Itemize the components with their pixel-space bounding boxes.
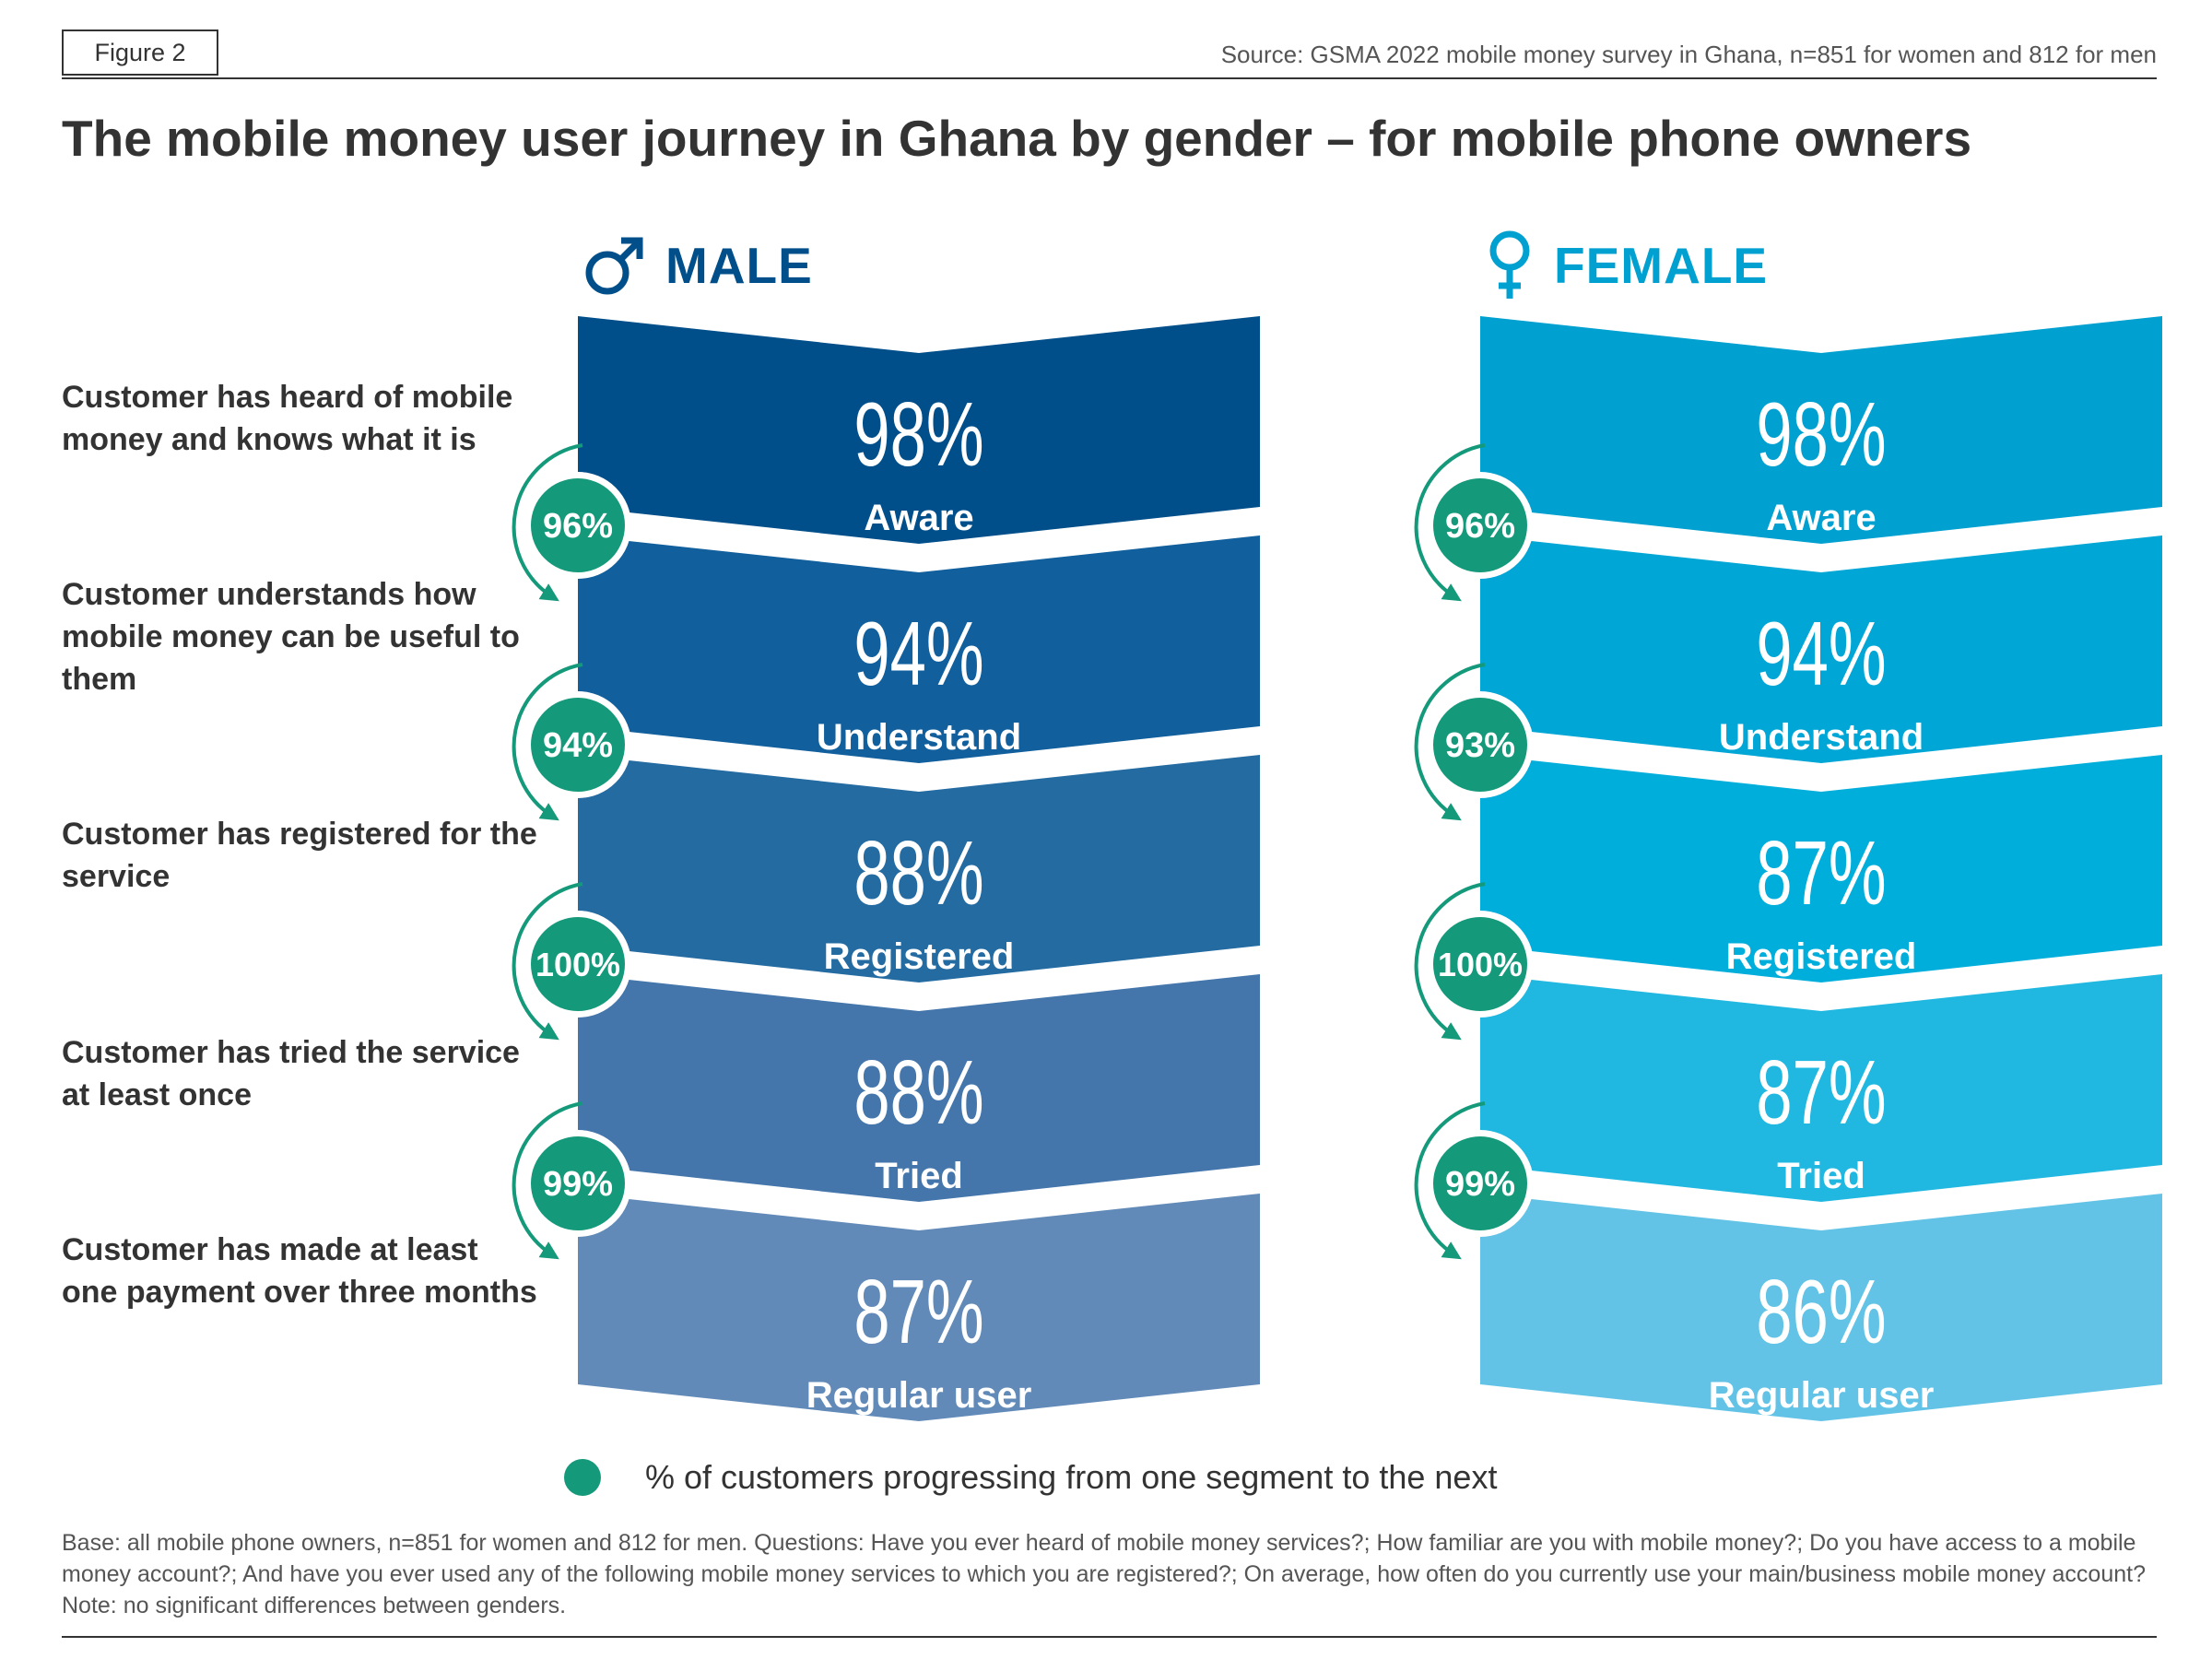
male-band-tried xyxy=(578,974,1260,1202)
female-progress-circle-1 xyxy=(1433,478,1527,572)
male-progress-circle-2 xyxy=(531,698,625,792)
female-progress-value-4: 99% xyxy=(1445,1165,1515,1204)
male-progress-circle-3 xyxy=(531,917,625,1011)
female-progress-arrow-1 xyxy=(1414,443,1486,602)
female-band-aware xyxy=(1480,316,2162,544)
male-band-aware xyxy=(578,316,1260,544)
male-progress-arrow-2 xyxy=(512,663,583,821)
legend-circle-icon xyxy=(564,1459,601,1496)
stage-description-aware: Customer has heard of mobile money and k… xyxy=(62,380,513,457)
male-heading-label: MALE xyxy=(665,237,813,294)
male-stage-label-registered: Registered xyxy=(824,936,1015,977)
chart-title: The mobile money user journey in Ghana b… xyxy=(62,110,1972,167)
female-value-registered: 87% xyxy=(1756,824,1886,924)
female-stage-label-regular-user: Regular user xyxy=(1709,1375,1935,1416)
male-band-understand xyxy=(578,535,1260,763)
bottom-divider xyxy=(62,1636,2157,1638)
female-band-tried xyxy=(1480,974,2162,1202)
female-value-aware: 98% xyxy=(1756,385,1886,486)
female-stage-label-aware: Aware xyxy=(1766,498,1876,538)
female-value-understand: 94% xyxy=(1756,605,1886,705)
male-progress-arrow-1 xyxy=(512,443,583,602)
female-symbol-icon xyxy=(1489,230,1530,299)
male-stage-label-understand: Understand xyxy=(817,717,1021,758)
female-heading-label: FEMALE xyxy=(1554,237,1769,294)
stage-description-registered: Customer has registered for the service xyxy=(62,817,537,894)
top-divider xyxy=(62,77,2157,79)
female-progress-value-3: 100% xyxy=(1438,946,1523,983)
female-band-registered xyxy=(1480,755,2162,982)
male-value-registered: 88% xyxy=(853,824,983,924)
base-note: Base: all mobile phone owners, n=851 for… xyxy=(62,1530,2146,1618)
legend-label: % of customers progressing from one segm… xyxy=(645,1458,1498,1496)
legend: % of customers progressing from one segm… xyxy=(564,1456,1497,1499)
female-value-regular-user: 86% xyxy=(1756,1263,1886,1363)
male-progress-arrow-3 xyxy=(512,882,583,1041)
male-value-regular-user: 87% xyxy=(853,1263,983,1363)
male-symbol-icon xyxy=(585,237,643,295)
stage-description-understand: Customer understands how mobile money ca… xyxy=(62,577,520,697)
male-progress-value-3: 100% xyxy=(535,946,620,983)
male-value-tried: 88% xyxy=(853,1043,983,1144)
male-progress-value-4: 99% xyxy=(543,1165,613,1204)
female-value-tried: 87% xyxy=(1756,1043,1886,1144)
male-progress-circle-1 xyxy=(531,478,625,572)
female-progress-arrow-2 xyxy=(1414,663,1486,821)
stage-description-regular: Customer has made at least one payment o… xyxy=(62,1232,537,1310)
source-note: Source: GSMA 2022 mobile money survey in… xyxy=(1220,41,2157,68)
male-band-registered xyxy=(578,755,1260,982)
male-progress-arrow-4 xyxy=(512,1101,583,1260)
male-band-regular-user xyxy=(578,1194,1260,1421)
female-progress-value-1: 96% xyxy=(1445,507,1515,546)
male-progress-value-2: 94% xyxy=(543,726,613,765)
female-progress-value-2: 93% xyxy=(1445,726,1515,765)
male-value-aware: 98% xyxy=(853,385,983,486)
stage-description-tried: Customer has tried the service at least … xyxy=(62,1035,520,1112)
female-stage-label-registered: Registered xyxy=(1726,936,1917,977)
female-progress-circle-3 xyxy=(1433,917,1527,1011)
female-stage-label-tried: Tried xyxy=(1777,1156,1865,1196)
female-progress-circle-2 xyxy=(1433,698,1527,792)
female-progress-arrow-3 xyxy=(1414,882,1486,1041)
female-band-understand xyxy=(1480,535,2162,763)
male-value-understand: 94% xyxy=(853,605,983,705)
male-heading: MALE xyxy=(582,233,813,298)
male-progress-value-1: 96% xyxy=(543,507,613,546)
female-heading: FEMALE xyxy=(1482,230,1769,299)
male-stage-label-aware: Aware xyxy=(864,498,973,538)
male-progress-circle-4 xyxy=(531,1136,625,1230)
figure-label: Figure 2 xyxy=(62,29,218,76)
female-band-regular-user xyxy=(1480,1194,2162,1421)
female-progress-arrow-4 xyxy=(1414,1101,1486,1260)
male-stage-label-regular-user: Regular user xyxy=(806,1375,1032,1416)
female-progress-circle-4 xyxy=(1433,1136,1527,1230)
female-stage-label-understand: Understand xyxy=(1719,717,1924,758)
male-stage-label-tried: Tried xyxy=(875,1156,963,1196)
